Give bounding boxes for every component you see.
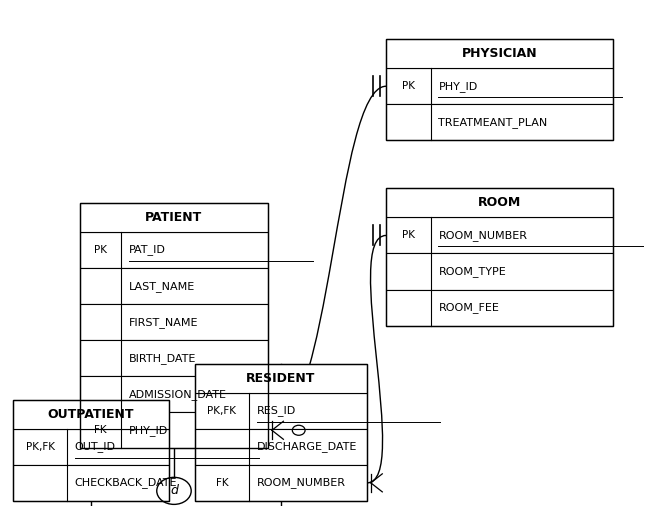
Text: ADMISSION_DATE: ADMISSION_DATE	[129, 389, 227, 400]
Text: PAT_ID: PAT_ID	[129, 245, 166, 256]
Bar	[80, 232, 268, 268]
Bar	[80, 203, 268, 448]
Bar	[386, 39, 613, 141]
Text: BIRTH_DATE: BIRTH_DATE	[129, 353, 197, 364]
Bar	[386, 104, 613, 141]
Bar	[195, 393, 367, 429]
Bar	[386, 253, 613, 290]
Text: ROOM_NUMBER: ROOM_NUMBER	[438, 230, 527, 241]
Text: ROOM: ROOM	[478, 196, 521, 210]
Bar	[195, 465, 367, 501]
Text: RES_ID: RES_ID	[256, 405, 296, 416]
Bar	[386, 290, 613, 326]
Bar	[80, 268, 268, 304]
Bar	[386, 39, 613, 68]
Text: RESIDENT: RESIDENT	[246, 371, 316, 385]
Text: PK: PK	[402, 81, 415, 91]
Bar	[386, 189, 613, 218]
Bar	[13, 400, 169, 501]
Text: DISCHARGE_DATE: DISCHARGE_DATE	[256, 442, 357, 452]
Bar	[13, 400, 169, 429]
Text: ROOM_TYPE: ROOM_TYPE	[438, 266, 506, 277]
Text: PHY_ID: PHY_ID	[129, 425, 168, 436]
Text: LAST_NAME: LAST_NAME	[129, 281, 195, 291]
Text: CHECKBACK_DATE: CHECKBACK_DATE	[75, 477, 177, 489]
Text: PK: PK	[94, 245, 107, 255]
Bar	[386, 68, 613, 104]
Text: OUTPATIENT: OUTPATIENT	[48, 408, 134, 421]
Text: FK: FK	[215, 478, 228, 488]
Bar	[386, 218, 613, 253]
Bar	[80, 376, 268, 412]
Text: PATIENT: PATIENT	[145, 211, 202, 224]
Bar	[195, 429, 367, 465]
Text: PHY_ID: PHY_ID	[438, 81, 478, 91]
Text: OUT_ID: OUT_ID	[75, 442, 116, 452]
Text: ROOM_FEE: ROOM_FEE	[438, 302, 499, 313]
Bar	[195, 364, 367, 393]
Bar	[13, 465, 169, 501]
Bar	[386, 189, 613, 326]
Text: FIRST_NAME: FIRST_NAME	[129, 317, 199, 328]
Bar	[80, 340, 268, 376]
Text: FK: FK	[94, 425, 107, 435]
Text: PK: PK	[402, 230, 415, 241]
Text: ROOM_NUMBER: ROOM_NUMBER	[256, 477, 346, 489]
Bar	[80, 412, 268, 448]
Bar	[195, 364, 367, 501]
Text: d: d	[170, 484, 178, 497]
Bar	[13, 429, 169, 465]
Text: PHYSICIAN: PHYSICIAN	[462, 47, 537, 60]
Bar	[80, 304, 268, 340]
Bar	[80, 203, 268, 232]
Text: PK,FK: PK,FK	[25, 442, 55, 452]
Text: TREATMEANT_PLAN: TREATMEANT_PLAN	[438, 117, 547, 128]
Text: PK,FK: PK,FK	[207, 406, 236, 416]
